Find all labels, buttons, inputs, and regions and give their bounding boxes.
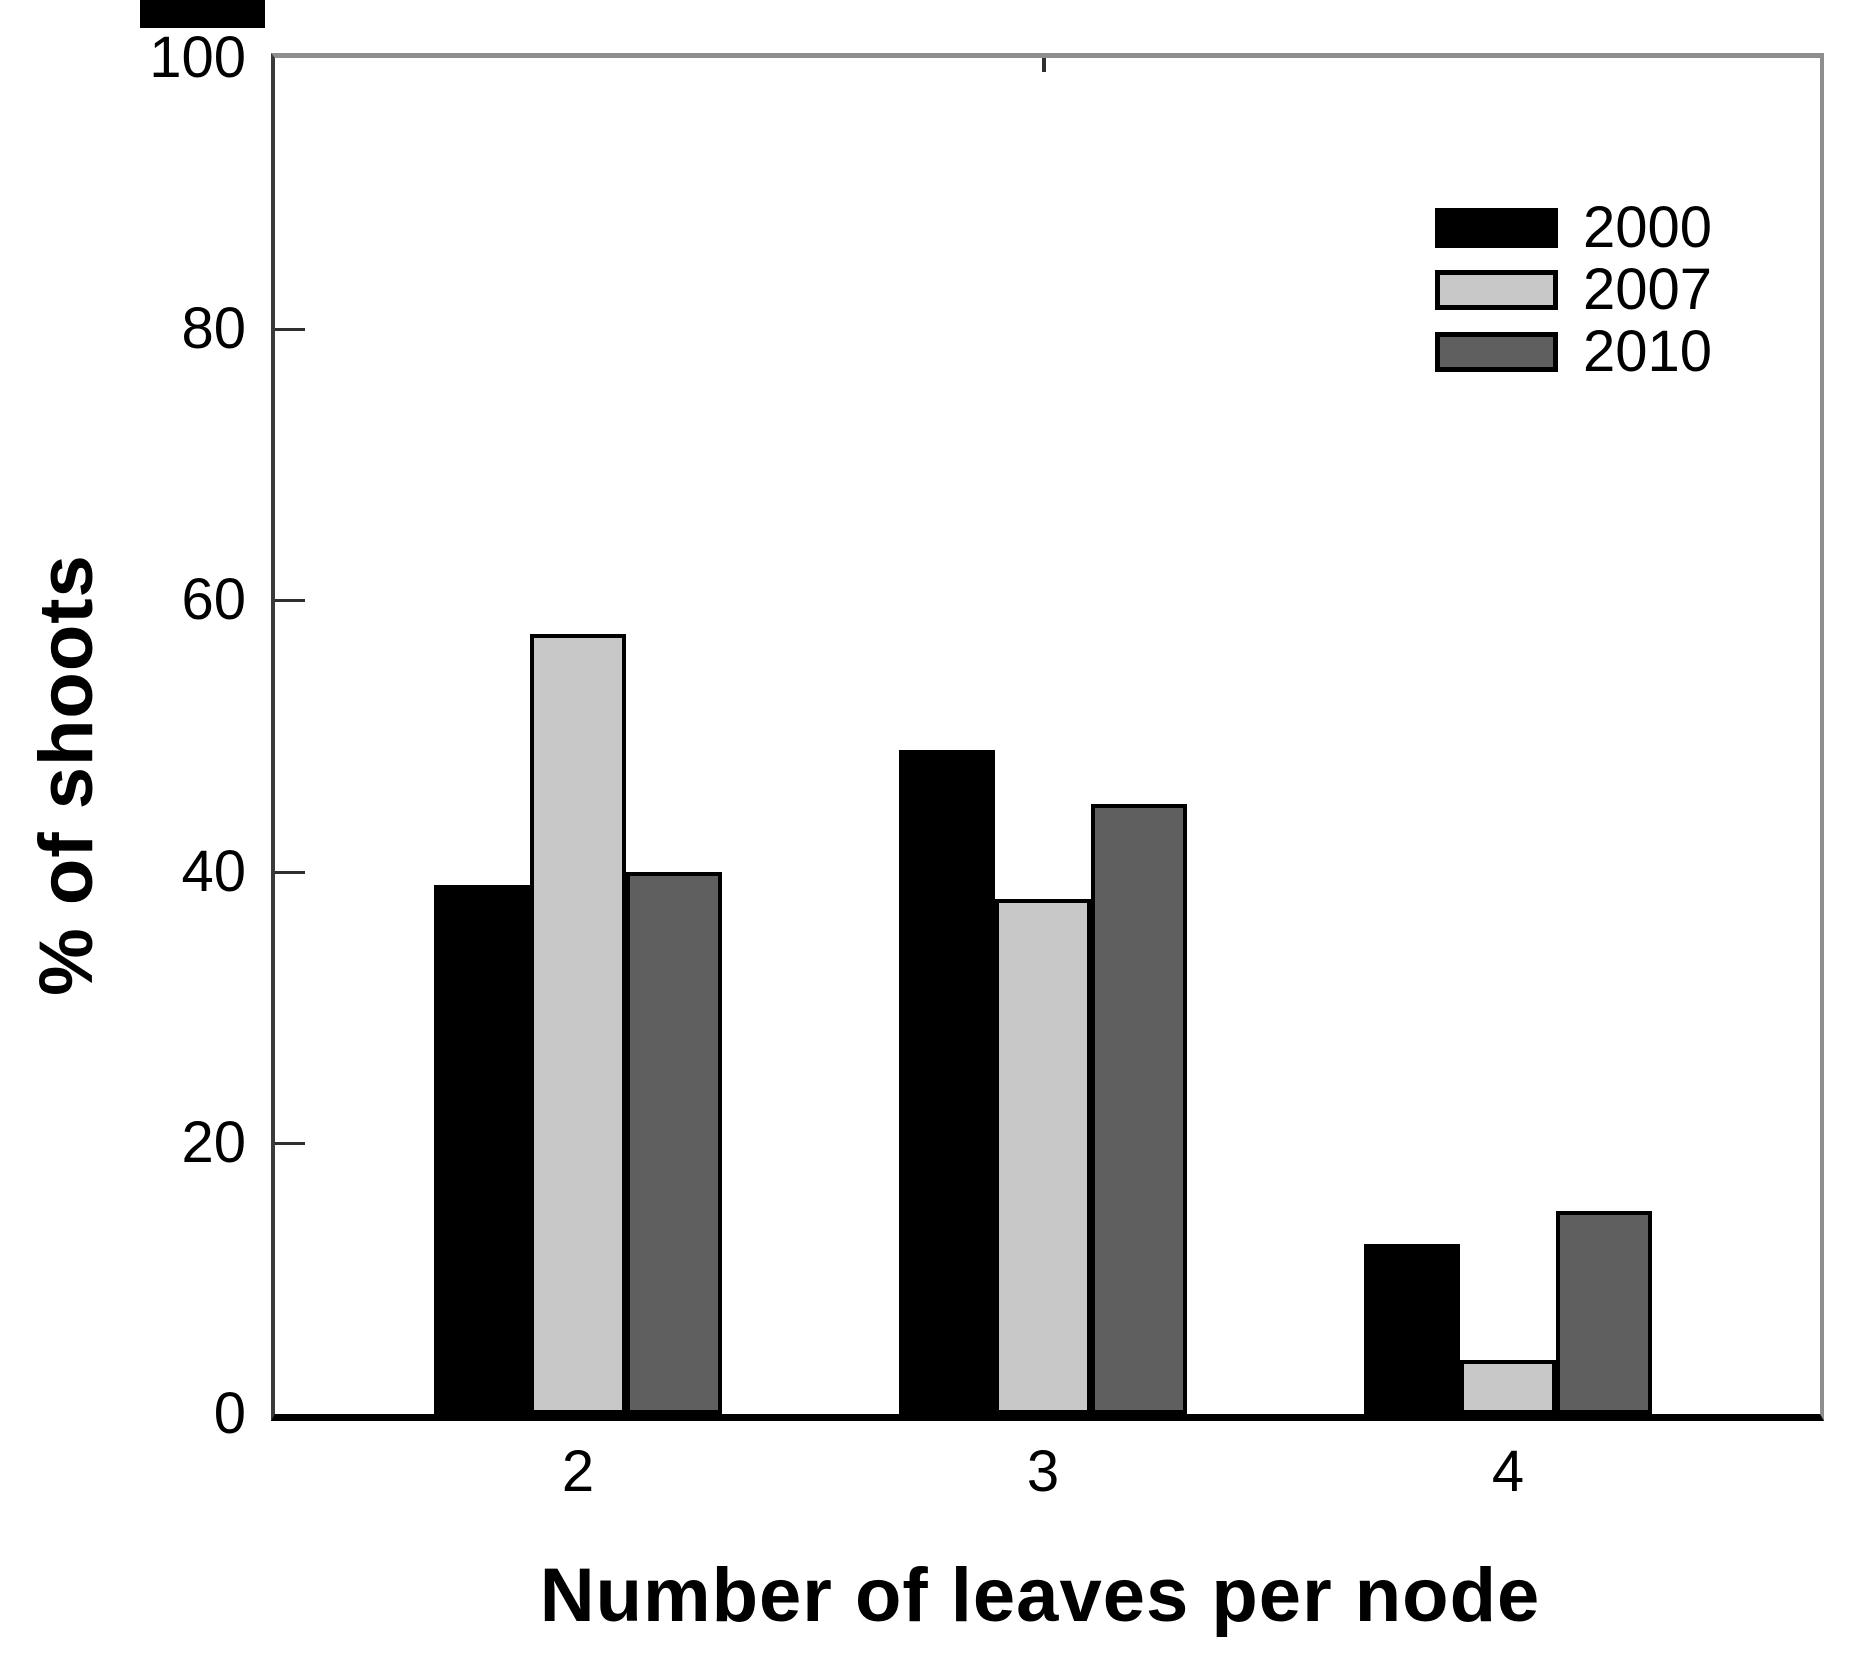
bar-2010-leaves-2 [626,872,722,1414]
x-tick-label-2: 2 [561,1439,595,1504]
legend-row-2000: 2000 [1435,195,1713,260]
plot-area: 2000 2007 2010 [271,53,1824,1421]
bar-2000-leaves-2 [434,885,530,1414]
x-tick-label-3: 3 [1026,1439,1060,1504]
top-axis-tick [1042,58,1046,72]
legend: 2000 2007 2010 [1435,195,1713,394]
y-tick-label-0: 0 [213,1381,246,1446]
legend-label-2010: 2010 [1583,319,1713,384]
x-tick-label-4: 4 [1491,1439,1525,1504]
y-tick-label-60: 60 [181,567,246,633]
bar-2010-leaves-3 [1091,804,1187,1414]
y-tick-label-80: 80 [181,296,246,362]
y-axis-title: % of shoots [24,554,109,996]
bar-2000-leaves-3 [899,750,995,1414]
y-axis-tick-20 [275,1141,305,1145]
bar-2000-leaves-4 [1364,1244,1460,1414]
scan-artifact-mark [140,0,265,28]
y-tick-label-100: 100 [149,25,246,90]
legend-row-2007: 2007 [1435,257,1713,322]
y-axis-tick-60 [275,599,305,603]
bar-2010-leaves-4 [1556,1211,1652,1414]
bar-2007-leaves-2 [530,634,626,1414]
legend-swatch-2000 [1435,208,1558,248]
legend-row-2010: 2010 [1435,319,1713,384]
y-axis-tick-80 [275,328,305,332]
bar-2007-leaves-4 [1460,1360,1556,1414]
legend-swatch-2010 [1435,332,1558,372]
y-axis-tick-40 [275,870,305,874]
y-tick-label-40: 40 [181,838,246,904]
y-tick-label-20: 20 [181,1109,246,1175]
legend-label-2007: 2007 [1583,257,1713,322]
x-axis-title: Number of leaves per node [539,1553,1541,1638]
bar-2007-leaves-3 [995,899,1091,1414]
legend-swatch-2007 [1435,270,1558,310]
legend-label-2000: 2000 [1583,195,1713,260]
